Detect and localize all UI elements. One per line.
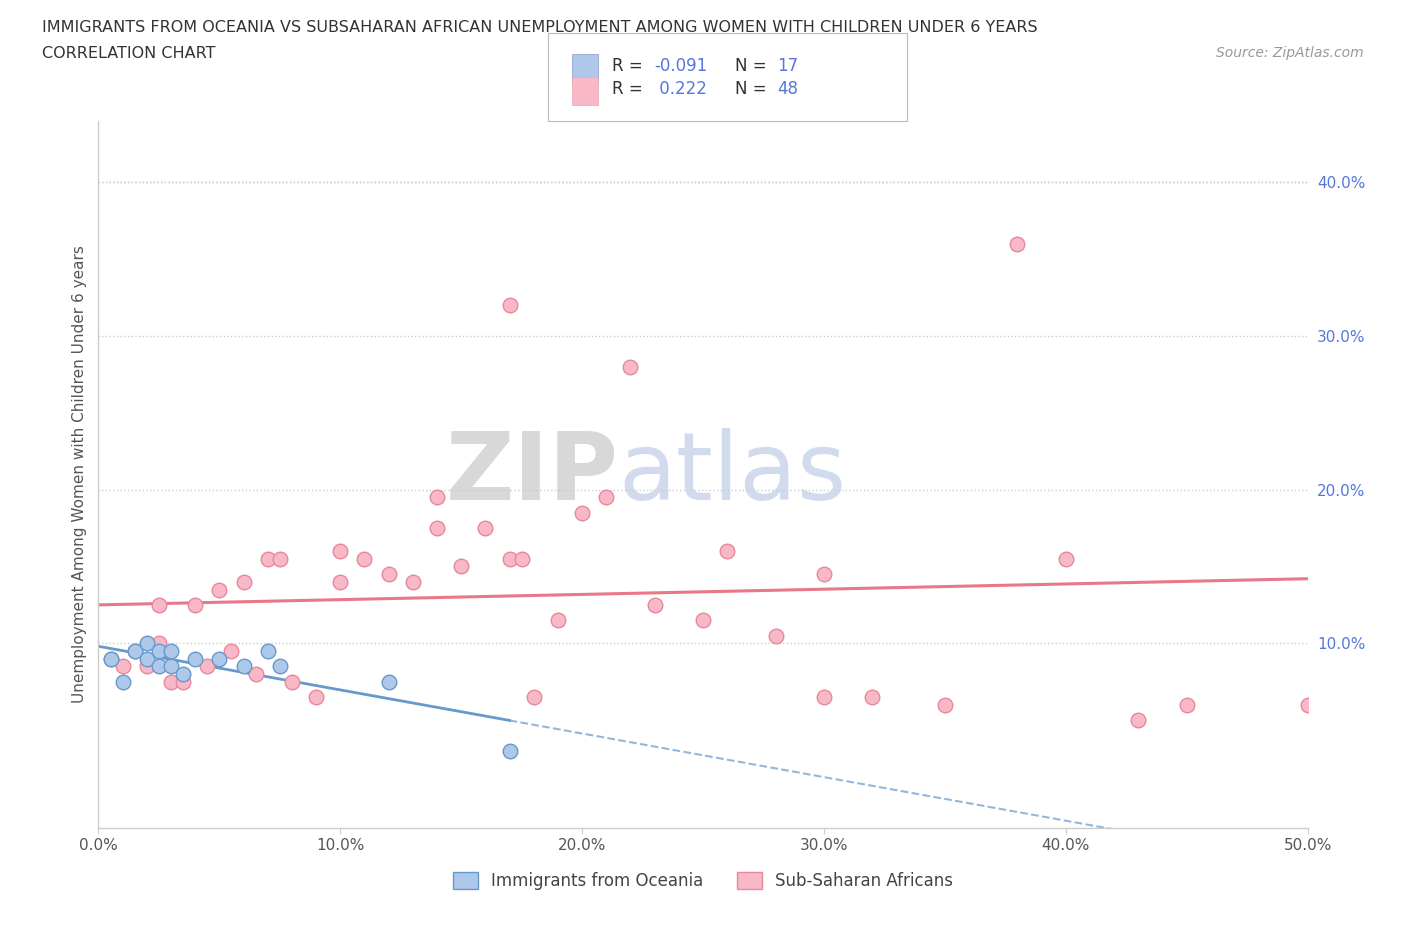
Point bbox=[111, 674, 134, 689]
Point bbox=[124, 644, 146, 658]
Text: N =: N = bbox=[735, 57, 766, 75]
Text: atlas: atlas bbox=[619, 429, 846, 520]
Point bbox=[305, 690, 328, 705]
Point bbox=[208, 582, 231, 597]
Text: N =: N = bbox=[735, 80, 766, 99]
Point bbox=[329, 544, 352, 559]
Point bbox=[100, 651, 122, 666]
Legend: Immigrants from Oceania, Sub-Saharan Africans: Immigrants from Oceania, Sub-Saharan Afr… bbox=[453, 872, 953, 890]
Point bbox=[1007, 236, 1029, 251]
Point bbox=[148, 597, 170, 612]
Point bbox=[426, 490, 449, 505]
Point bbox=[498, 551, 520, 566]
Point bbox=[426, 521, 449, 536]
Point bbox=[148, 636, 170, 651]
Point bbox=[523, 690, 546, 705]
Point bbox=[148, 644, 170, 658]
Point bbox=[195, 659, 218, 674]
Point bbox=[269, 551, 291, 566]
Point bbox=[256, 551, 278, 566]
Point bbox=[221, 644, 243, 658]
Text: Source: ZipAtlas.com: Source: ZipAtlas.com bbox=[1216, 46, 1364, 60]
Text: CORRELATION CHART: CORRELATION CHART bbox=[42, 46, 215, 61]
Point bbox=[474, 521, 496, 536]
Point bbox=[765, 628, 787, 643]
Point bbox=[172, 667, 194, 682]
Point bbox=[100, 651, 122, 666]
Point bbox=[498, 743, 520, 758]
Point bbox=[1175, 698, 1198, 712]
Text: 17: 17 bbox=[778, 57, 799, 75]
Point bbox=[692, 613, 714, 628]
Text: -0.091: -0.091 bbox=[654, 57, 707, 75]
Point bbox=[172, 674, 194, 689]
Point bbox=[111, 659, 134, 674]
Point bbox=[813, 690, 835, 705]
Point bbox=[135, 651, 157, 666]
Point bbox=[571, 505, 593, 520]
Point bbox=[860, 690, 883, 705]
Point bbox=[135, 659, 157, 674]
Point bbox=[644, 597, 666, 612]
Point bbox=[281, 674, 304, 689]
Point bbox=[402, 575, 425, 590]
Point bbox=[184, 597, 207, 612]
Point bbox=[377, 674, 399, 689]
Point bbox=[232, 659, 254, 674]
Point bbox=[595, 490, 617, 505]
Point bbox=[245, 667, 267, 682]
Point bbox=[813, 566, 835, 581]
Text: R =: R = bbox=[612, 57, 643, 75]
Point bbox=[256, 644, 278, 658]
Point bbox=[353, 551, 375, 566]
Point bbox=[148, 659, 170, 674]
Point bbox=[160, 659, 183, 674]
Point bbox=[1054, 551, 1077, 566]
Point bbox=[208, 651, 231, 666]
Point bbox=[329, 575, 352, 590]
Text: IMMIGRANTS FROM OCEANIA VS SUBSAHARAN AFRICAN UNEMPLOYMENT AMONG WOMEN WITH CHIL: IMMIGRANTS FROM OCEANIA VS SUBSAHARAN AF… bbox=[42, 20, 1038, 35]
Point bbox=[619, 359, 641, 374]
Point bbox=[135, 636, 157, 651]
Y-axis label: Unemployment Among Women with Children Under 6 years: Unemployment Among Women with Children U… bbox=[72, 246, 87, 703]
Point bbox=[377, 566, 399, 581]
Point bbox=[716, 544, 738, 559]
Point bbox=[450, 559, 472, 574]
Point bbox=[124, 644, 146, 658]
Text: R =: R = bbox=[612, 80, 643, 99]
Point bbox=[547, 613, 569, 628]
Text: 48: 48 bbox=[778, 80, 799, 99]
Point bbox=[184, 651, 207, 666]
Point bbox=[1128, 712, 1150, 727]
Point bbox=[498, 298, 520, 312]
Point bbox=[232, 575, 254, 590]
Point bbox=[160, 644, 183, 658]
Text: 0.222: 0.222 bbox=[654, 80, 707, 99]
Point bbox=[934, 698, 956, 712]
Point bbox=[160, 674, 183, 689]
Text: ZIP: ZIP bbox=[446, 429, 619, 520]
Point bbox=[269, 659, 291, 674]
Point bbox=[1296, 698, 1319, 712]
Point bbox=[510, 551, 533, 566]
